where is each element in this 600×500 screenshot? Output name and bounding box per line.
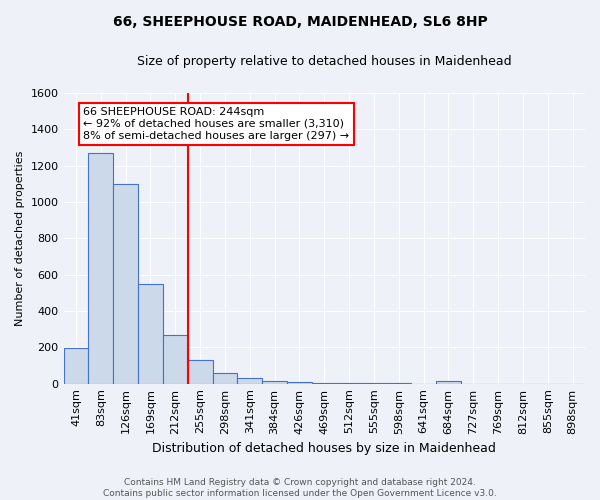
Bar (163, 334, 188, 384)
Bar (312, 383, 337, 384)
Bar (238, 378, 262, 384)
Text: 66, SHEEPHOUSE ROAD, MAIDENHEAD, SL6 8HP: 66, SHEEPHOUSE ROAD, MAIDENHEAD, SL6 8HP (113, 15, 487, 29)
Text: Contains HM Land Registry data © Crown copyright and database right 2024.
Contai: Contains HM Land Registry data © Crown c… (103, 478, 497, 498)
Bar (138, 284, 163, 384)
X-axis label: Distribution of detached houses by size in Maidenhead: Distribution of detached houses by size … (152, 442, 496, 455)
Bar (262, 380, 287, 384)
Bar (64, 348, 88, 384)
Bar (113, 184, 138, 384)
Bar (88, 153, 113, 384)
Y-axis label: Number of detached properties: Number of detached properties (15, 150, 25, 326)
Bar (287, 382, 312, 384)
Bar (188, 360, 212, 384)
Text: 66 SHEEPHOUSE ROAD: 244sqm
← 92% of detached houses are smaller (3,310)
8% of se: 66 SHEEPHOUSE ROAD: 244sqm ← 92% of deta… (83, 108, 350, 140)
Bar (337, 383, 362, 384)
Title: Size of property relative to detached houses in Maidenhead: Size of property relative to detached ho… (137, 55, 512, 68)
Bar (212, 373, 238, 384)
Bar (436, 381, 461, 384)
